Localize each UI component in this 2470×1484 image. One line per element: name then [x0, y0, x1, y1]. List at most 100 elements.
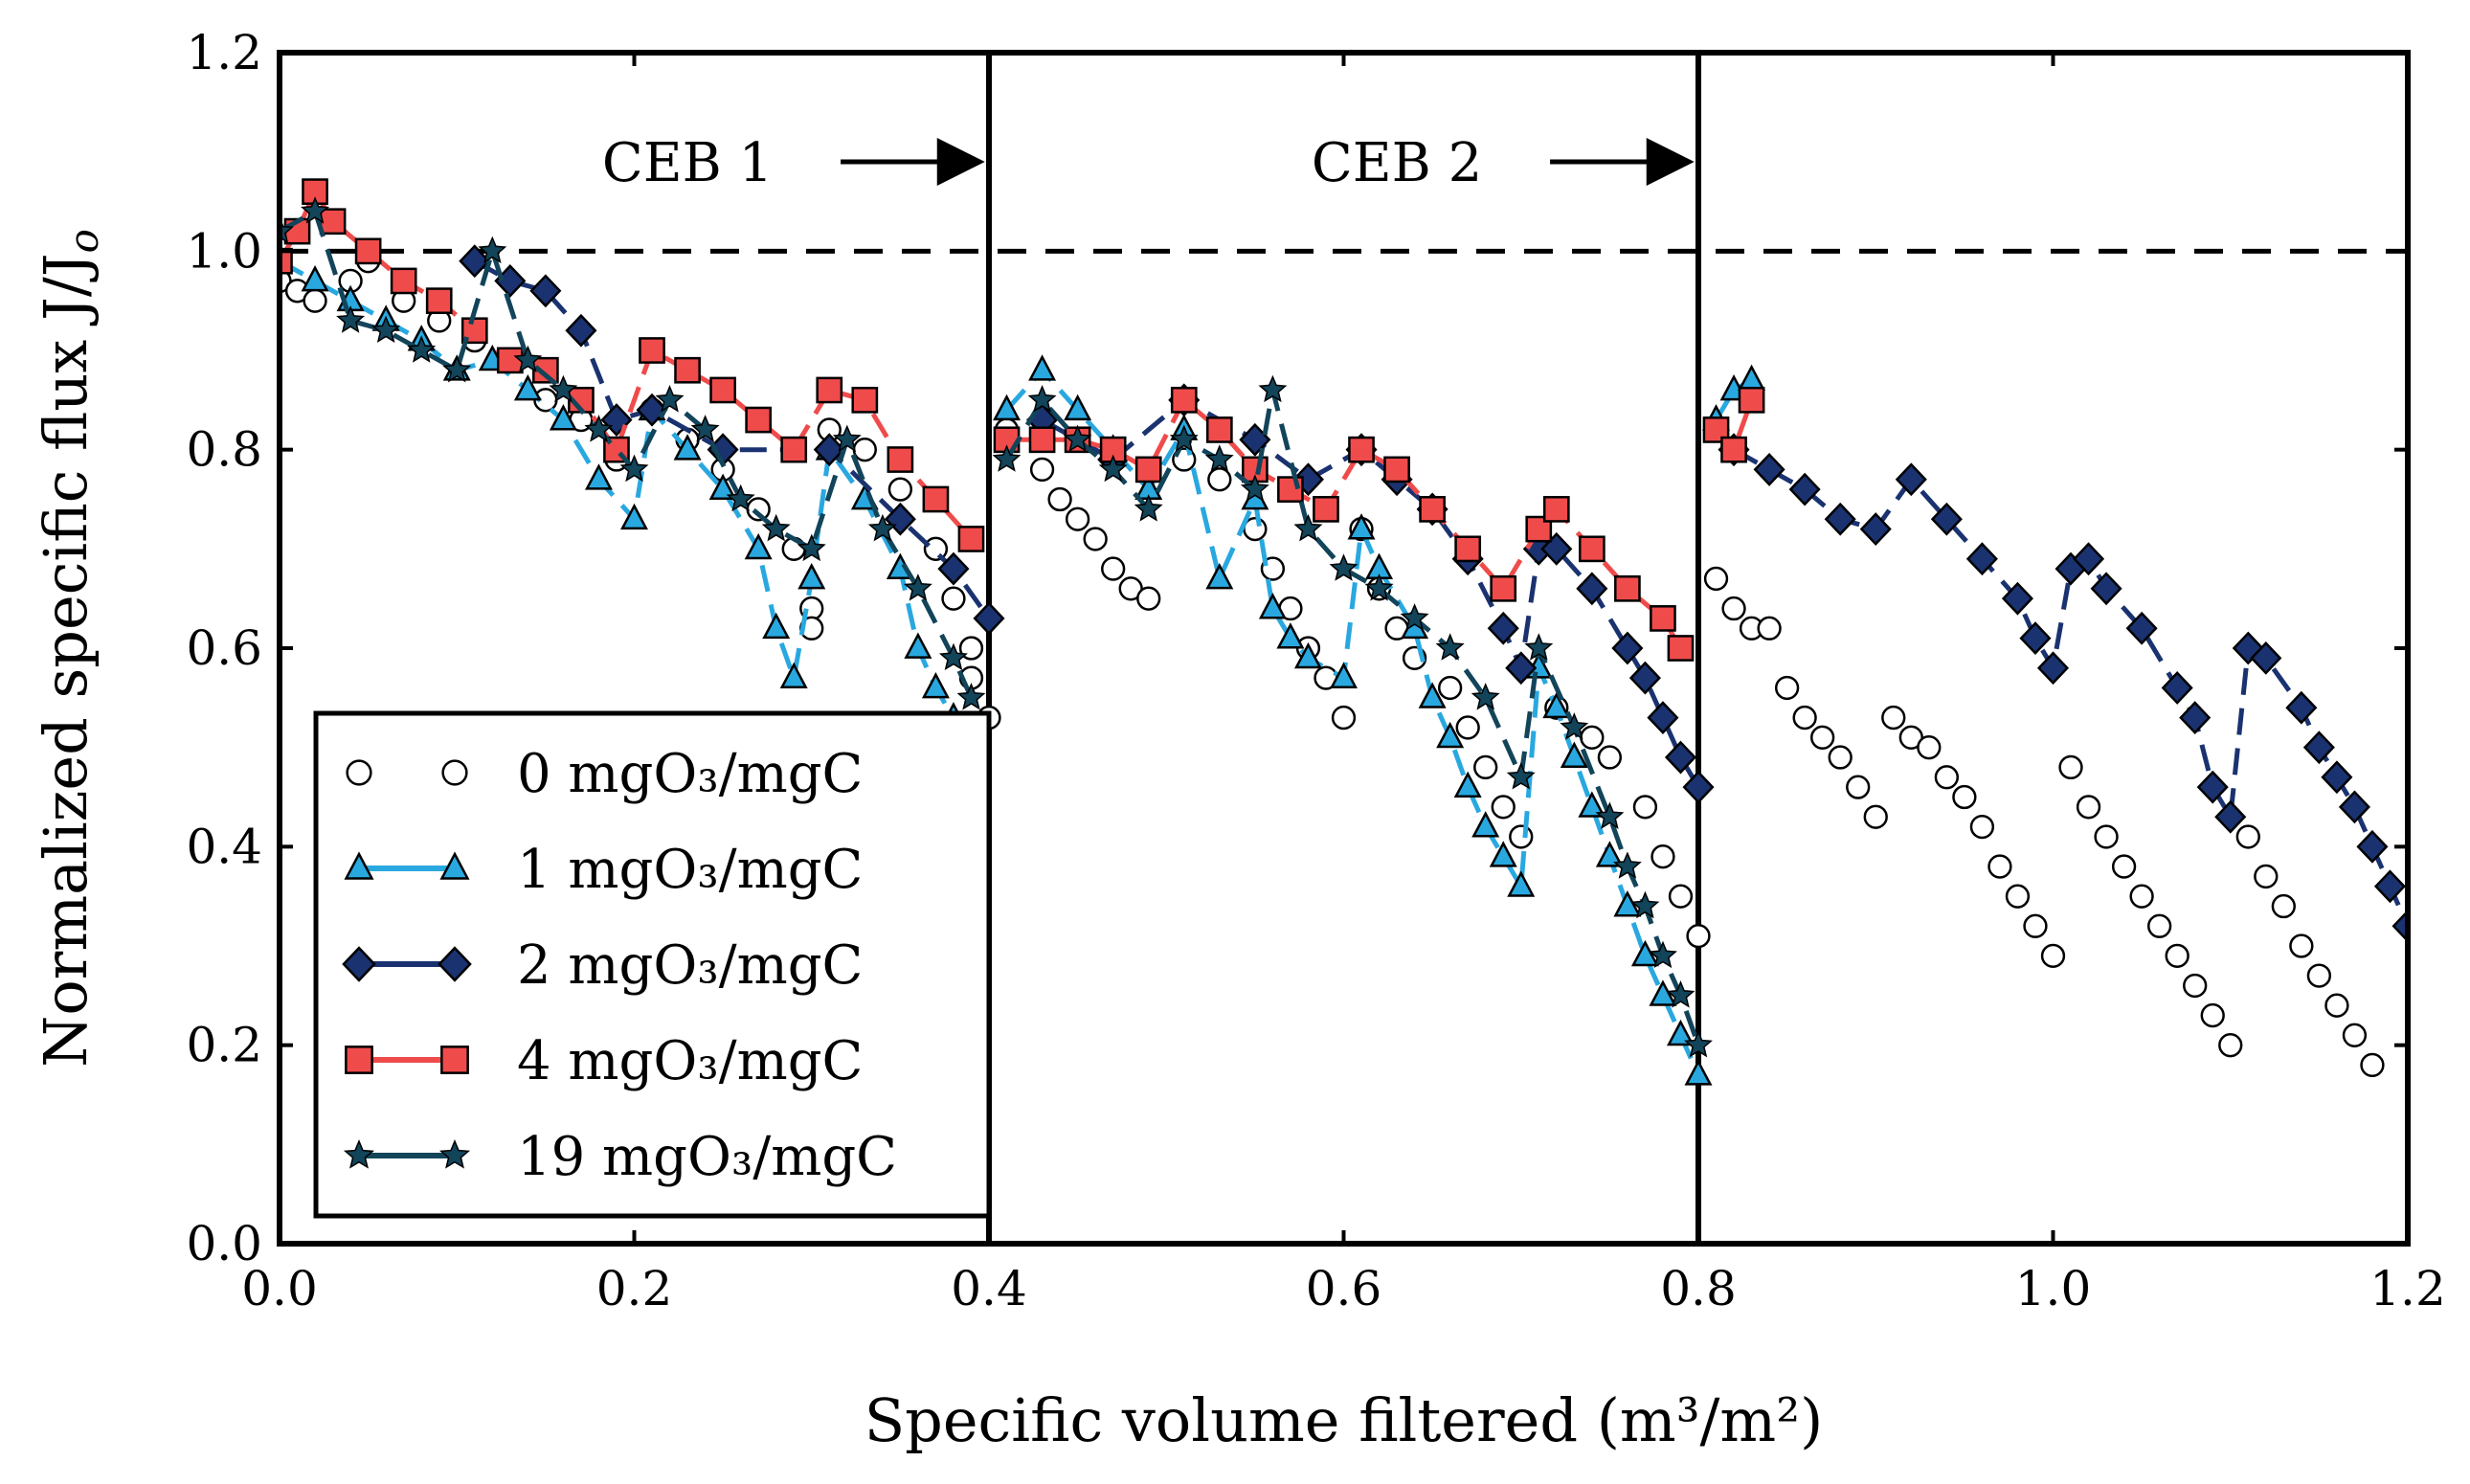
point-0-mgo-mgc-2-23 — [2111, 854, 2137, 879]
point-0-mgo-mgc-1-30 — [1668, 884, 1694, 909]
point-4-mgo-mgc-1-11 — [1383, 456, 1410, 483]
series-0-mgo-mgc — [280, 249, 2385, 1078]
annotations: CEB 1 CEB 2 — [602, 132, 1695, 194]
legend-marker-a-2-mgo-mgc — [342, 946, 376, 982]
point-19-mgo-mgc-0-13 — [726, 483, 755, 512]
point-2-mgo-mgc-0-2 — [529, 274, 562, 308]
point-2-mgo-mgc-2-1 — [1753, 452, 1785, 486]
point-19-mgo-mgc-1-22 — [1666, 980, 1695, 1008]
point-4-mgo-mgc-0-17 — [816, 376, 843, 404]
point-0-mgo-mgc-2-13 — [1934, 765, 1959, 790]
point-19-mgo-mgc-1-20 — [1630, 890, 1660, 919]
point-1-mgo-mgc-1-30 — [1684, 1059, 1713, 1086]
point-19-mgo-mgc-0-5 — [442, 354, 472, 383]
y-tick-label-4: 0.8 — [186, 422, 262, 478]
annotation-ceb-2: CEB 2 — [1312, 132, 1482, 194]
point-1-mgo-mgc-1-6 — [1205, 562, 1234, 590]
point-19-mgo-mgc-1-2 — [1063, 424, 1092, 453]
point-19-mgo-mgc-1-18 — [1595, 801, 1625, 829]
point-19-mgo-mgc-0-3 — [371, 315, 401, 343]
point-0-mgo-mgc-1-24 — [1509, 824, 1534, 849]
point-4-mgo-mgc-1-12 — [1419, 496, 1446, 523]
point-2-mgo-mgc-2-20 — [2250, 641, 2282, 675]
point-1-mgo-mgc-0-17 — [797, 562, 826, 590]
point-1-mgo-mgc-0-1 — [301, 264, 329, 292]
point-0-mgo-mgc-2-1 — [1721, 596, 1746, 621]
point-4-mgo-mgc-0-20 — [922, 485, 950, 513]
point-19-mgo-mgc-0-7 — [513, 345, 543, 373]
x-tick-label-0: 0.0 — [241, 1261, 318, 1316]
point-0-mgo-mgc-1-28 — [1632, 795, 1658, 820]
point-0-mgo-mgc-2-14 — [1952, 784, 1977, 810]
point-4-mgo-mgc-1-14 — [1490, 574, 1517, 602]
point-0-mgo-mgc-2-18 — [2023, 913, 2048, 938]
point-19-mgo-mgc-0-1 — [301, 196, 330, 224]
point-1-mgo-mgc-1-23 — [1560, 741, 1588, 768]
point-19-mgo-mgc-0-20 — [956, 683, 986, 710]
point-2-mgo-mgc-2-13 — [2090, 572, 2122, 606]
point-4-mgo-mgc-0-18 — [851, 386, 879, 414]
legend-marker-a-0-mgo-mgc — [346, 759, 372, 786]
point-19-mgo-mgc-0-16 — [832, 424, 862, 453]
point-2-mgo-mgc-2-6 — [1930, 502, 1963, 536]
point-19-mgo-mgc-1-3 — [1098, 454, 1128, 483]
legend-label-19-mgo-mgc: 19 mgO₃/mgC — [517, 1126, 897, 1188]
point-1-mgo-mgc-0-21 — [904, 632, 932, 659]
point-19-mgo-mgc-0-18 — [903, 573, 932, 601]
legend-marker-b-2-mgo-mgc — [438, 946, 472, 982]
point-0-mgo-mgc-1-3 — [1065, 506, 1090, 531]
point-2-mgo-mgc-1-18 — [1682, 770, 1715, 804]
y-tick-label-0: 0.0 — [186, 1216, 262, 1271]
series-19-mgo-mgc — [280, 196, 1713, 1058]
point-2-mgo-mgc-2-15 — [2161, 671, 2193, 705]
point-4-mgo-mgc-0-4 — [354, 237, 382, 265]
point-0-mgo-mgc-1-1 — [1029, 457, 1055, 483]
point-0-mgo-mgc-2-27 — [2183, 973, 2208, 999]
point-19-mgo-mgc-1-8 — [1258, 374, 1288, 403]
point-1-mgo-mgc-1-20 — [1507, 870, 1536, 897]
y-tick-label-2: 0.4 — [186, 819, 262, 874]
point-0-mgo-mgc-1-26 — [1580, 725, 1605, 750]
point-2-mgo-mgc-2-17 — [2196, 770, 2229, 804]
point-1-mgo-mgc-1-24 — [1578, 791, 1606, 818]
point-2-mgo-mgc-2-2 — [1788, 472, 1821, 506]
point-4-mgo-mgc-2-2 — [1738, 386, 1765, 414]
point-0-mgo-mgc-2-29 — [2218, 1033, 2243, 1058]
point-0-mgo-mgc-1-21 — [1455, 715, 1480, 740]
point-2-mgo-mgc-0-8 — [884, 502, 916, 536]
point-2-mgo-mgc-2-19 — [2232, 631, 2264, 665]
point-0-mgo-mgc-1-7 — [1136, 586, 1161, 611]
point-19-mgo-mgc-1-12 — [1400, 603, 1429, 631]
point-2-mgo-mgc-1-16 — [1647, 701, 1679, 734]
point-2-mgo-mgc-2-10 — [2036, 651, 2070, 686]
point-1-mgo-mgc-1-12 — [1347, 513, 1376, 540]
point-1-mgo-mgc-1-8 — [1258, 593, 1287, 619]
point-4-mgo-mgc-1-1 — [1028, 426, 1056, 454]
series-line-2-mgo-mgc-seg-2 — [1732, 447, 2408, 928]
point-1-mgo-mgc-0-12 — [673, 434, 702, 461]
point-2-mgo-mgc-2-26 — [2373, 869, 2407, 904]
point-4-mgo-mgc-1-18 — [1614, 574, 1641, 602]
legend-marker-b-4-mgo-mgc — [440, 1046, 469, 1074]
x-tick-label-2: 0.4 — [951, 1261, 1027, 1316]
series-layer — [280, 178, 2408, 1086]
point-0-mgo-mgc-1-4 — [1083, 527, 1108, 551]
point-2-mgo-mgc-2-27 — [2391, 909, 2408, 943]
y-tick-label-3: 0.6 — [186, 620, 262, 676]
point-0-mgo-mgc-2-26 — [2165, 943, 2189, 969]
legend-label-0-mgo-mgc: 0 mgO₃/mgC — [517, 743, 863, 805]
point-0-mgo-mgc-2-8 — [1846, 775, 1871, 799]
legend-entry-0-mgo-mgc: 0 mgO₃/mgC — [346, 743, 863, 805]
point-4-mgo-mgc-0-5 — [390, 267, 417, 295]
point-1-mgo-mgc-0-22 — [921, 671, 950, 699]
y-axis-label-subscript: o — [60, 229, 107, 253]
ceb-vertical-lines — [986, 53, 1701, 1244]
point-0-mgo-mgc-2-30 — [2235, 824, 2260, 849]
point-4-mgo-mgc-0-14 — [709, 376, 736, 404]
point-19-mgo-mgc-0-2 — [336, 305, 366, 333]
point-1-mgo-mgc-1-11 — [1330, 662, 1358, 689]
point-1-mgo-mgc-2-2 — [1738, 364, 1766, 392]
point-0-mgo-mgc-2-6 — [1810, 725, 1835, 750]
point-0-mgo-mgc-2-0 — [1703, 566, 1729, 592]
point-4-mgo-mgc-0-12 — [639, 337, 665, 364]
